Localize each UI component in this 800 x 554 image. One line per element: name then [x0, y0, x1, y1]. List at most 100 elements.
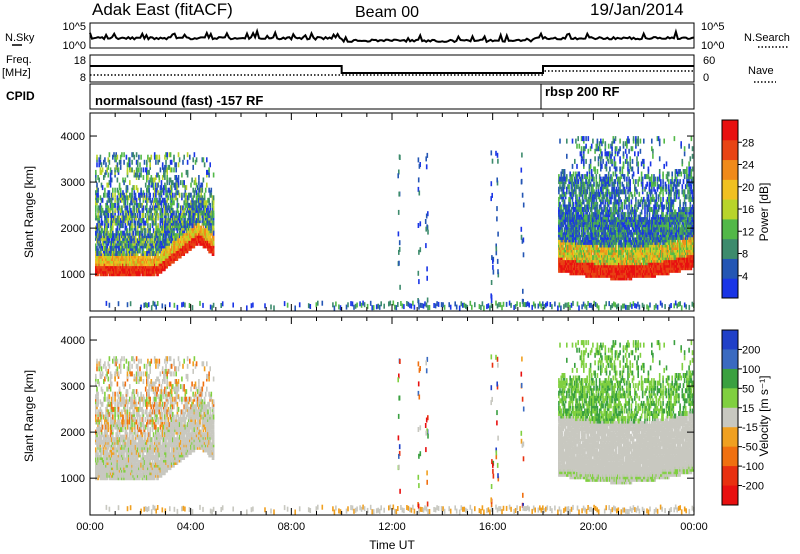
power-cell [624, 232, 627, 238]
power-cell [592, 194, 594, 200]
power-cell [110, 213, 113, 218]
power-cell [575, 212, 577, 218]
power-cell [164, 251, 166, 256]
power-cell [589, 242, 592, 248]
power-cell [559, 234, 561, 240]
power-cell [636, 138, 638, 144]
power-cell [558, 201, 560, 207]
power-cell [207, 197, 209, 203]
power-cell [603, 214, 605, 220]
power-cell [141, 207, 144, 213]
power-cell [614, 257, 617, 263]
power-cell [575, 265, 577, 271]
power-cell [585, 242, 587, 248]
power-cell [206, 213, 208, 218]
power-cell [164, 197, 166, 203]
power-cell [563, 204, 566, 210]
power-cell [648, 212, 651, 218]
power-cell [595, 196, 598, 202]
power-cell [566, 224, 568, 230]
power-cell [193, 218, 196, 224]
power-cell [124, 195, 127, 201]
power-cell [95, 172, 97, 178]
power-cell [558, 186, 560, 192]
power-cell [193, 210, 196, 216]
power-cell [195, 228, 198, 234]
power-cell [575, 227, 577, 233]
power-cell [212, 228, 215, 234]
power-cell [143, 238, 146, 244]
power-cell [96, 258, 98, 264]
power-cell [95, 253, 97, 259]
power-cell [190, 202, 192, 208]
power-cell [621, 219, 624, 225]
power-cell [581, 227, 584, 233]
power-cell [638, 257, 641, 263]
power-cell [133, 243, 136, 249]
power-cell [634, 267, 636, 273]
power-cell [615, 199, 618, 205]
power-cell [155, 251, 157, 256]
power-cell [129, 207, 131, 213]
power-cell [620, 199, 622, 205]
power-cell [593, 181, 595, 187]
power-cell [101, 228, 104, 234]
power-cell [121, 243, 123, 249]
power-cell [638, 219, 641, 225]
power-cell [125, 238, 128, 244]
power-cell [140, 243, 142, 249]
power-cell [108, 258, 111, 264]
power-cell [600, 199, 602, 205]
power-cell [600, 148, 602, 154]
power-cell [580, 184, 583, 190]
power-cell [605, 196, 608, 202]
power-cell [126, 228, 129, 234]
power-cell [97, 205, 99, 211]
power-cell [107, 251, 110, 256]
power-cell [569, 250, 571, 256]
power-cell [173, 210, 175, 216]
power-cell [160, 180, 163, 186]
power-cell [165, 152, 167, 158]
power-cell [603, 262, 605, 268]
power-cell [563, 191, 566, 197]
power-cell [595, 212, 598, 218]
power-cell [561, 209, 564, 215]
power-cell [611, 141, 613, 147]
power-cell [167, 195, 170, 201]
power-cell [177, 202, 180, 208]
power-cell [117, 230, 120, 236]
power-cell [208, 167, 210, 173]
power-cell [618, 191, 620, 197]
power-cell [130, 192, 132, 198]
power-cell [130, 195, 132, 201]
power-cell [98, 205, 100, 211]
power-cell [174, 251, 176, 256]
power-cell [611, 242, 613, 248]
power-cell [121, 240, 123, 246]
power-cell [568, 196, 570, 202]
power-cell [601, 163, 603, 169]
power-cell [103, 175, 105, 180]
power-cell [131, 230, 133, 236]
power-cell [185, 202, 188, 208]
power-cell [208, 197, 210, 203]
power-cell [180, 218, 182, 224]
power-cell [592, 184, 594, 190]
power-cell [107, 258, 110, 264]
power-cell [115, 228, 117, 234]
power-cell [585, 267, 587, 273]
power-cell [613, 227, 616, 233]
power-cell [119, 266, 122, 272]
power-cell [159, 210, 162, 216]
power-cell [161, 164, 164, 170]
power-cell [631, 158, 634, 164]
power-cell [172, 233, 174, 239]
power-cell [613, 189, 616, 195]
power-cell [170, 195, 173, 201]
power-cell [173, 167, 175, 173]
power-cell [170, 243, 173, 249]
power-cell [132, 185, 134, 191]
power-cell [635, 255, 637, 261]
power-cell [126, 210, 129, 216]
